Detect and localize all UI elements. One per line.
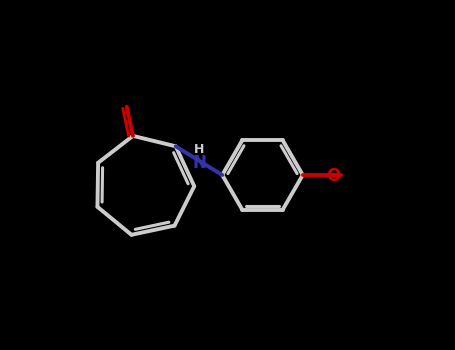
Text: O: O: [326, 167, 340, 186]
Text: H: H: [194, 143, 204, 156]
Text: N: N: [192, 154, 206, 172]
